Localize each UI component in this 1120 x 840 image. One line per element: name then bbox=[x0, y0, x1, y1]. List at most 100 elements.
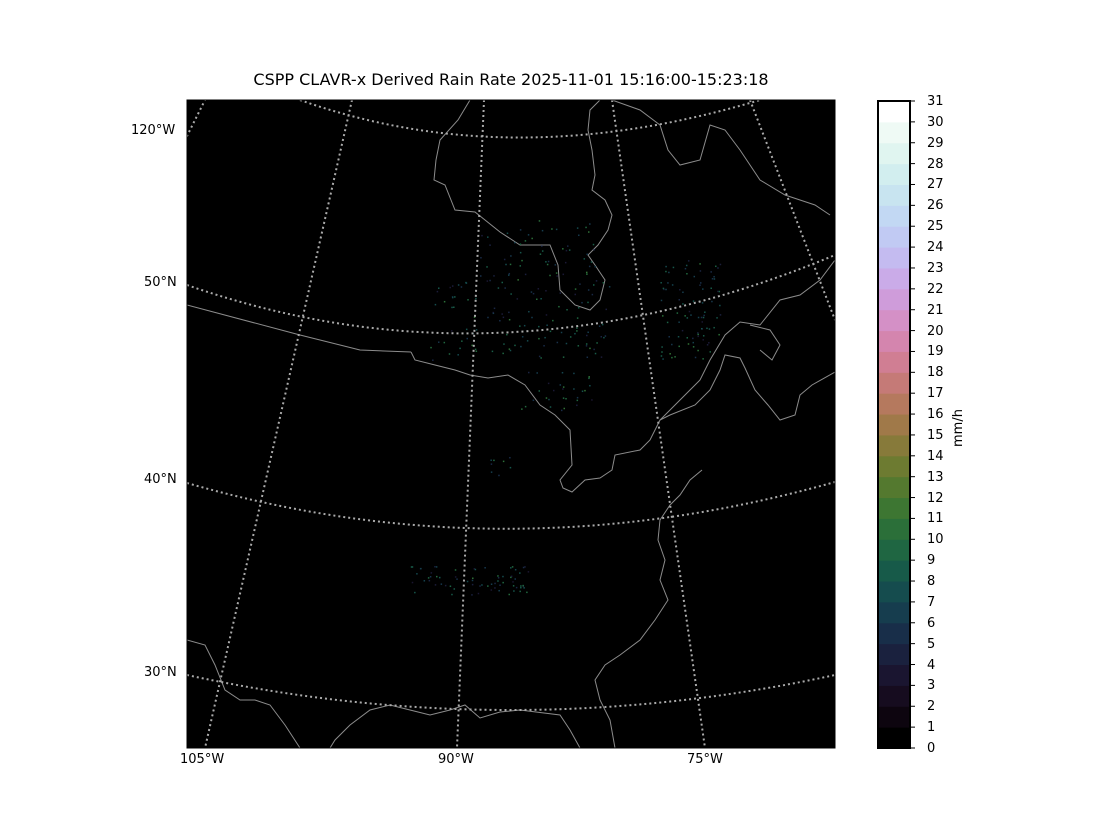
rain-pixel bbox=[661, 346, 663, 348]
rain-pixel bbox=[663, 288, 665, 291]
colorbar-bin bbox=[878, 121, 910, 144]
rain-pixel bbox=[459, 347, 461, 350]
rain-pixel bbox=[471, 594, 473, 596]
rain-pixel bbox=[564, 261, 567, 264]
gridline-90w bbox=[456, 100, 485, 748]
coastline-nova-scotia bbox=[659, 354, 835, 421]
colorbar-bin bbox=[878, 643, 910, 666]
rain-pixel bbox=[579, 283, 581, 285]
rain-pixel bbox=[509, 263, 512, 266]
rain-pixel bbox=[479, 585, 481, 587]
rain-pixel bbox=[514, 578, 516, 580]
rain-pixel bbox=[567, 245, 569, 247]
colorbar-bin bbox=[878, 476, 910, 499]
rain-pixel bbox=[576, 404, 578, 407]
rain-pixel bbox=[593, 348, 595, 351]
colorbar bbox=[877, 100, 915, 749]
rain-pixel bbox=[719, 263, 722, 266]
rain-pixel bbox=[499, 584, 501, 586]
rain-pixel bbox=[560, 331, 563, 334]
colorbar-bin bbox=[878, 267, 910, 290]
colorbar-tick-label: 10 bbox=[927, 532, 944, 548]
rain-pixel bbox=[537, 288, 540, 290]
rain-pixel bbox=[429, 575, 432, 578]
colorbar-bin bbox=[878, 622, 910, 645]
rain-pixel bbox=[586, 334, 588, 337]
colorbar-bin bbox=[878, 226, 910, 248]
lat-label-30n: 30°N bbox=[144, 665, 177, 680]
rain-pixel bbox=[526, 340, 529, 342]
coastline-labrador-east bbox=[410, 259, 835, 493]
rain-pixel bbox=[453, 588, 456, 590]
rain-pixel bbox=[562, 356, 565, 358]
colorbar-tick-label: 2 bbox=[927, 699, 936, 715]
rain-pixel bbox=[538, 325, 540, 328]
rain-pixel bbox=[669, 353, 671, 355]
rain-pixel bbox=[560, 409, 563, 412]
colorbar-bin bbox=[878, 434, 910, 457]
rain-pixel bbox=[474, 348, 477, 351]
colorbar-tick-label: 23 bbox=[927, 260, 944, 276]
rain-pixel bbox=[588, 376, 590, 378]
coastlines bbox=[187, 100, 835, 748]
lon-label-75w: 75°W bbox=[687, 752, 723, 767]
colorbar-bin bbox=[878, 414, 910, 436]
rain-pixel bbox=[578, 234, 580, 237]
rain-pixel bbox=[558, 305, 560, 308]
rain-pixel bbox=[719, 304, 721, 307]
rain-pixel bbox=[699, 282, 702, 284]
rain-pixel bbox=[559, 292, 562, 294]
rain-pixel bbox=[475, 329, 478, 331]
rain-pixel bbox=[684, 267, 687, 270]
rain-pixel bbox=[486, 280, 489, 282]
rain-pixel bbox=[451, 306, 453, 309]
rain-pixel bbox=[502, 316, 505, 319]
colorbar-bin bbox=[878, 288, 910, 311]
rain-pixel bbox=[498, 589, 500, 592]
colorbar-bin bbox=[878, 247, 910, 269]
rain-pixel bbox=[701, 321, 704, 323]
rain-pixel bbox=[513, 590, 515, 592]
map-background bbox=[187, 100, 835, 748]
rain-pixel bbox=[524, 566, 526, 568]
rain-pixel bbox=[514, 344, 516, 347]
colorbar-bin bbox=[878, 330, 910, 352]
rain-pixel bbox=[499, 319, 501, 322]
colorbar-tick-label: 14 bbox=[927, 448, 944, 464]
colorbar-bin bbox=[878, 685, 910, 707]
rain-pixel bbox=[454, 296, 456, 298]
rain-pixel bbox=[716, 317, 718, 319]
rain-pixel bbox=[443, 300, 446, 303]
rain-pixel bbox=[508, 311, 510, 314]
rain-pixel bbox=[703, 314, 705, 317]
gridline-105w bbox=[204, 100, 353, 748]
rain-pixel bbox=[549, 274, 551, 277]
rain-pixel bbox=[549, 406, 552, 408]
rain-pixel bbox=[556, 275, 558, 277]
rain-pixel bbox=[587, 289, 590, 291]
rain-pixel bbox=[665, 265, 667, 268]
rain-pixel bbox=[490, 463, 493, 465]
rain-pixel bbox=[710, 271, 712, 273]
rain-pixel bbox=[587, 301, 589, 304]
rain-pixel bbox=[555, 272, 558, 274]
rain-pixel bbox=[562, 273, 565, 276]
rain-pixel bbox=[434, 565, 436, 568]
rain-pixel bbox=[480, 275, 482, 277]
rain-pixel bbox=[701, 302, 704, 304]
rain-pixel bbox=[411, 581, 414, 584]
colorbar-tick-label: 12 bbox=[927, 490, 944, 506]
rain-pixel bbox=[660, 281, 662, 284]
rain-pixel bbox=[477, 592, 480, 595]
rain-pixel bbox=[706, 344, 709, 346]
rain-pixel bbox=[702, 288, 704, 290]
rain-pixel bbox=[594, 265, 597, 268]
rain-pixel bbox=[440, 583, 443, 585]
rain-pixel bbox=[562, 386, 565, 388]
rain-pixel bbox=[444, 584, 447, 587]
rain-pixel bbox=[451, 330, 453, 332]
rain-pixel bbox=[484, 567, 486, 569]
rain-pixel bbox=[411, 566, 414, 568]
rain-pixel bbox=[665, 270, 667, 273]
colorbar-bin bbox=[878, 539, 910, 561]
